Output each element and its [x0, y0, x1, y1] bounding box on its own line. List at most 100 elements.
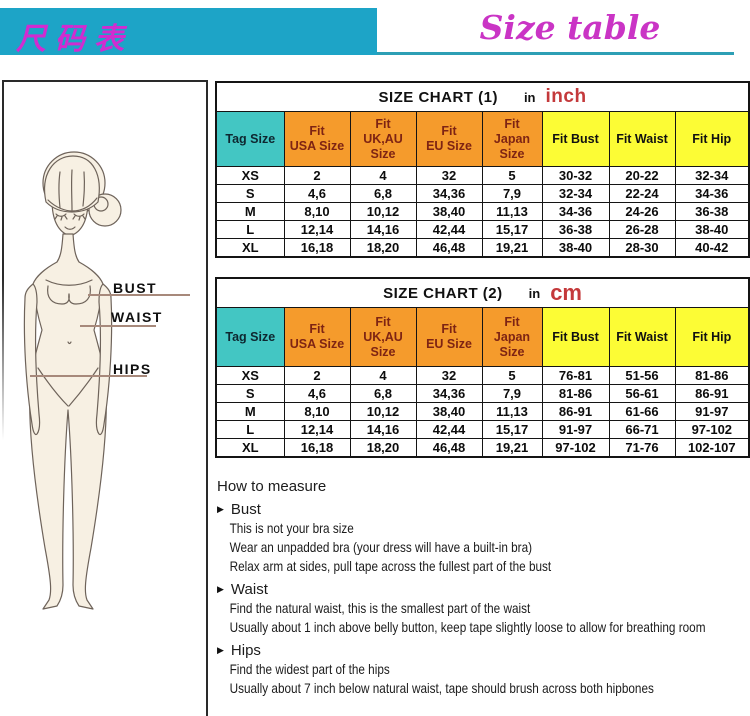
table-row: XS 2 4 32 5 76-81 51-56 81-86: [215, 366, 750, 385]
table-cell: 36-38: [541, 220, 610, 239]
table-cell: M: [215, 402, 285, 421]
table-cell: 28-30: [608, 238, 676, 258]
table-cell: 4,6: [283, 184, 351, 203]
table-cell: 91-97: [674, 402, 750, 421]
table-cell: 26-28: [608, 220, 676, 239]
table-cell: L: [215, 420, 285, 439]
measure-instruction: Relax arm at sides, pull tape across the…: [229, 558, 552, 574]
table-cell: 4: [349, 166, 417, 185]
column-header: Tag Size: [215, 111, 285, 167]
table-cell: 4: [349, 366, 417, 385]
table-cell: 2: [283, 166, 351, 185]
table-cell: L: [215, 220, 285, 239]
column-header: Fit Hip: [674, 111, 750, 167]
table-cell: 40-42: [674, 238, 750, 258]
table-title: SIZE CHART (1): [378, 88, 498, 106]
table-cell: 61-66: [608, 402, 676, 421]
table-cell: 7,9: [481, 384, 543, 403]
table-cell: 36-38: [674, 202, 750, 221]
column-header: Fit Japan Size: [481, 111, 543, 167]
table-cell: 32: [415, 166, 483, 185]
figure-frame-left-border: [2, 80, 4, 440]
table-row: L 12,14 14,16 42,44 15,17 36-38 26-28 38…: [215, 220, 750, 239]
unit-prefix: in: [528, 285, 541, 301]
table-cell: XL: [215, 438, 285, 458]
waist-pointer-line: [80, 325, 156, 327]
measure-section-waist: ▶ Waist: [217, 580, 748, 599]
measure-instruction: This is not your bra size: [229, 520, 354, 536]
table-cell: S: [215, 184, 285, 203]
table-cell: 14,16: [349, 420, 417, 439]
figure-right-arm: [95, 283, 113, 436]
banner-english-title: Size table: [479, 8, 661, 47]
table-cell: 16,18: [283, 438, 351, 458]
measure-guide: How to measure ▶ Bust This is not your b…: [217, 477, 748, 698]
column-header: Fit USA Size: [283, 111, 351, 167]
table-cell: 86-91: [541, 402, 610, 421]
table-row: S 4,6 6,8 34,36 7,9 81-86 56-61 86-91: [215, 384, 750, 403]
table-cell: 19,21: [481, 438, 543, 458]
column-header: Fit EU Size: [415, 111, 483, 167]
table-cell: 38,40: [415, 202, 483, 221]
table-cell: 32: [415, 366, 483, 385]
bullet-triangle-icon: ▶: [217, 584, 224, 594]
table-cell: 46,48: [415, 438, 483, 458]
hips-pointer-line: [30, 375, 147, 377]
column-header: Fit Waist: [608, 307, 676, 367]
table-header-row: Tag Size Fit USA Size Fit UK,AU Size Fit…: [215, 111, 750, 167]
table-cell: 10,12: [349, 202, 417, 221]
measure-instruction: Find the natural waist, this is the smal…: [229, 600, 531, 616]
bullet-triangle-icon: ▶: [217, 645, 224, 655]
table-cell: 71-76: [608, 438, 676, 458]
table-cell: 11,13: [481, 402, 543, 421]
column-header: Fit EU Size: [415, 307, 483, 367]
table-row: XL 16,18 18,20 46,48 19,21 97-102 71-76 …: [215, 438, 750, 458]
female-figure-sketch: [23, 151, 122, 610]
table-cell: 38-40: [541, 238, 610, 258]
table-cell: 10,12: [349, 402, 417, 421]
table-cell: 5: [481, 166, 543, 185]
table-cell: 91-97: [541, 420, 610, 439]
table-cell: XL: [215, 238, 285, 258]
table-cell: 32-34: [541, 184, 610, 203]
size-chart-cm-table: SIZE CHART (2) in cm Tag Size Fit USA Si…: [215, 277, 750, 458]
banner-background: 尺码表: [0, 8, 377, 57]
waist-label: WAIST: [111, 309, 163, 325]
table-cell: S: [215, 384, 285, 403]
table-cell: 20-22: [608, 166, 676, 185]
table-cell: 42,44: [415, 220, 483, 239]
bust-pointer-line: [88, 294, 190, 296]
column-header: Fit UK,AU Size: [349, 111, 417, 167]
table-cell: 66-71: [608, 420, 676, 439]
table-cell: 81-86: [674, 366, 750, 385]
table-cell: 11,13: [481, 202, 543, 221]
table-cell: 8,10: [283, 402, 351, 421]
table-cell: 6,8: [349, 384, 417, 403]
table-cell: 46,48: [415, 238, 483, 258]
table-cell: 24-26: [608, 202, 676, 221]
table-cell: 12,14: [283, 220, 351, 239]
measure-section-label: Hips: [230, 642, 261, 659]
column-header: Fit Bust: [541, 307, 610, 367]
table-cell: XS: [215, 166, 285, 185]
column-header: Fit Hip: [674, 307, 750, 367]
table-cell: 5: [481, 366, 543, 385]
figure-frame: [2, 80, 208, 716]
table-cell: 18,20: [349, 238, 417, 258]
measure-instruction: Find the widest part of the hips: [229, 661, 390, 677]
measure-section-bust: ▶ Bust: [217, 500, 748, 519]
table-cell: 30-32: [541, 166, 610, 185]
table-cell: 42,44: [415, 420, 483, 439]
table-cell: 19,21: [481, 238, 543, 258]
table-cell: M: [215, 202, 285, 221]
measure-section-hips: ▶ Hips: [217, 641, 748, 660]
table-row: XL 16,18 18,20 46,48 19,21 38-40 28-30 4…: [215, 238, 750, 258]
table-cell: 34,36: [415, 384, 483, 403]
table-cell: 38,40: [415, 402, 483, 421]
table-cell: 32-34: [674, 166, 750, 185]
bullet-triangle-icon: ▶: [217, 504, 224, 514]
table-cell: 15,17: [481, 420, 543, 439]
table-row: L 12,14 14,16 42,44 15,17 91-97 66-71 97…: [215, 420, 750, 439]
table-row: XS 2 4 32 5 30-32 20-22 32-34: [215, 166, 750, 185]
measure-guide-heading: How to measure: [217, 478, 327, 495]
